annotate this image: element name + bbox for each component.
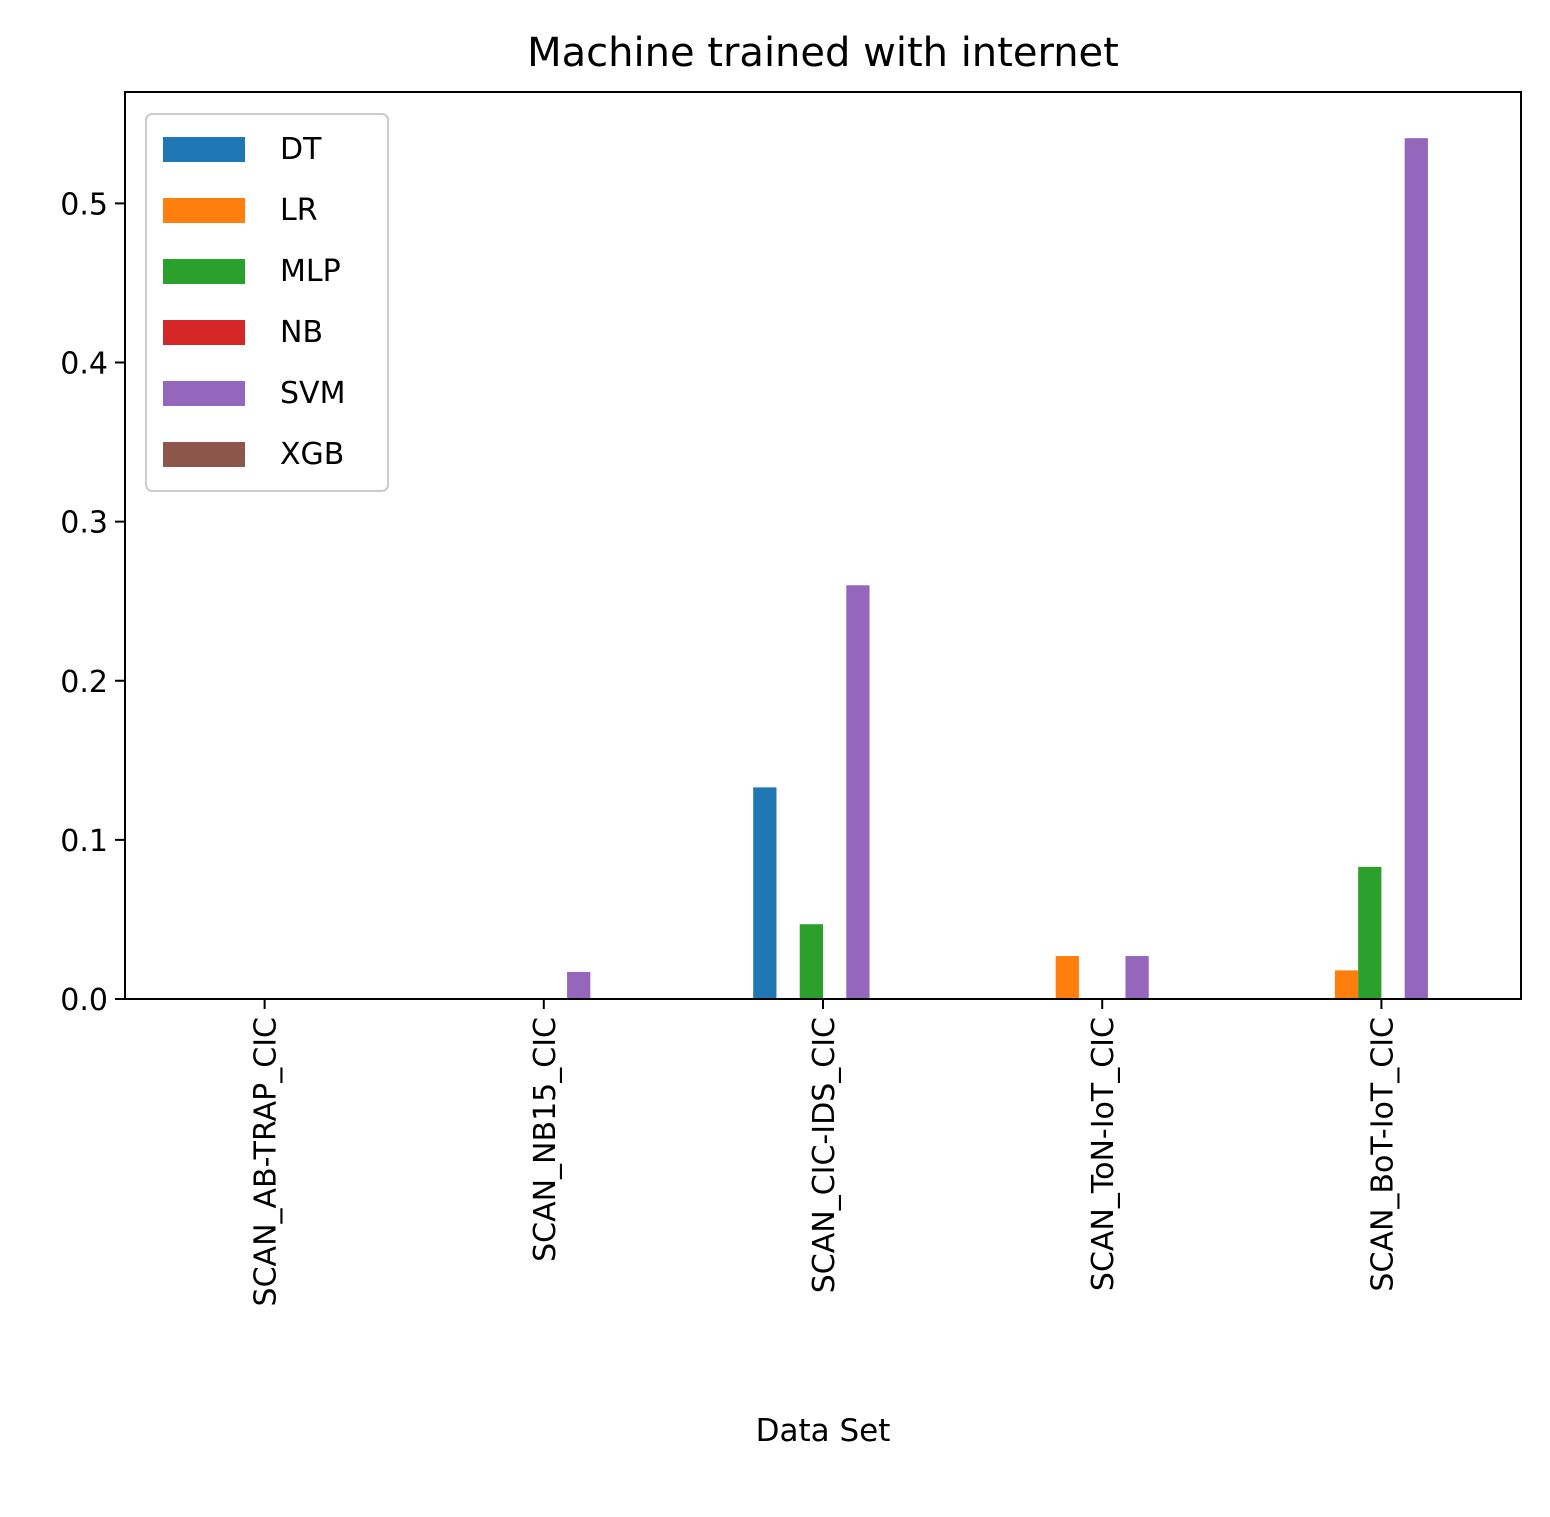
chart-title: Machine trained with internet [527,30,1119,76]
y-tick-label: 0.1 [60,824,108,859]
bars-layer [567,138,1428,999]
plot-frame [124,91,1522,1000]
x-tick-label: SCAN_AB-TRAP_CIC [249,1017,284,1306]
bar-lr-3 [1055,956,1079,999]
legend-label-dt: DT [280,132,322,167]
legend: DT LR MLP NB SVM XGB [145,113,389,492]
x-axis: SCAN_AB-TRAP_CIC SCAN_NB15_CIC SCAN_CIC-ID… [249,999,1400,1306]
x-tick-label: SCAN_NB15_CIC [528,1017,563,1262]
bar-svm-1 [567,971,591,999]
bar-svm-2 [846,585,870,999]
legend-swatch-xgb [163,442,245,467]
legend-label-xgb: XGB [280,437,344,472]
y-tick-label: 0.0 [60,983,108,1018]
y-tick-label: 0.3 [60,506,108,541]
legend-label-lr: LR [280,193,318,228]
legend-label-mlp: MLP [280,254,341,289]
x-tick-label: SCAN_CIC-IDS_CIC [807,1017,842,1293]
bar-mlp-4 [1358,866,1382,999]
bar-dt-2 [753,787,777,999]
legend-label-nb: NB [280,315,323,350]
legend-box [145,113,389,492]
legend-swatch-nb [163,320,245,345]
bar-mlp-2 [799,924,823,999]
legend-swatch-dt [163,137,245,162]
x-tick-label: SCAN_ToN-IoT_CIC [1086,1017,1121,1291]
legend-swatch-lr [163,198,245,223]
y-tick-label: 0.4 [60,347,108,382]
legend-swatch-mlp [163,259,245,284]
bar-lr-4 [1334,970,1359,999]
bar-svm-4 [1404,138,1428,999]
legend-label-svm: SVM [280,376,345,411]
x-tick-label: SCAN_BoT-IoT_CIC [1365,1017,1400,1292]
x-axis-label: Data Set [756,1413,891,1449]
y-tick-label: 0.5 [60,187,108,222]
legend-swatch-svm [163,381,245,406]
y-axis: 0.0 0.1 0.2 0.3 0.4 0.5 [60,187,125,1018]
bar-svm-3 [1125,956,1149,999]
y-tick-label: 0.2 [60,665,108,700]
